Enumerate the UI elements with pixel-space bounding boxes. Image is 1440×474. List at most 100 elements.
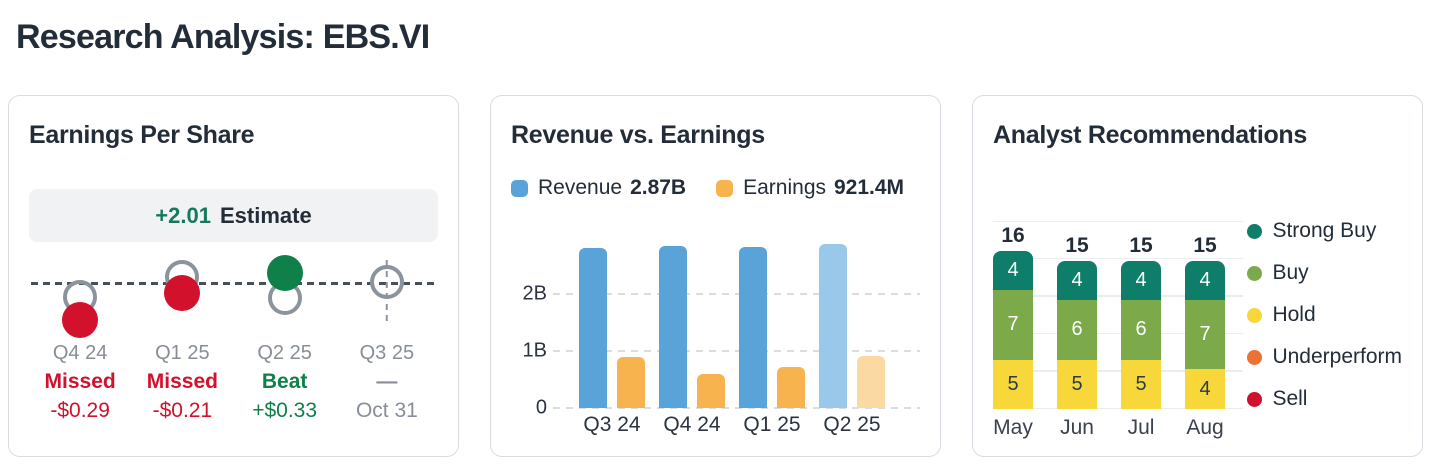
analyst-x-axis: May Jun Jul Aug — [993, 416, 1225, 440]
analyst-card: Analyst Recommendations 16 4 7 5 15 4 6 5 15 4 6 5 1… — [972, 95, 1423, 457]
analyst-segment-strong-buy[interactable]: 4 — [1185, 260, 1225, 301]
analyst-legend-item-underperform: Underperform — [1247, 345, 1402, 368]
analyst-gridline — [993, 220, 1243, 222]
eps-chart — [29, 242, 438, 340]
revenue-bar[interactable] — [659, 246, 687, 408]
legend-item-revenue: Revenue 2.87B — [511, 176, 686, 200]
earnings-bar[interactable] — [617, 357, 645, 408]
earnings-bar[interactable] — [697, 374, 725, 408]
revenue-y-tick: 0 — [535, 396, 547, 419]
analyst-gridlines — [993, 220, 1243, 409]
earnings-legend-label: Earnings — [743, 176, 826, 199]
eps-detail-label: +$0.33 — [252, 399, 318, 422]
eps-detail-label: -$0.21 — [152, 399, 213, 422]
earnings-legend-value: 921.4M — [834, 176, 905, 199]
eps-marker-group-q125 — [131, 242, 233, 340]
analyst-x-tick: May — [993, 416, 1033, 439]
analyst-segment-strong-buy[interactable]: 4 — [1121, 260, 1161, 301]
analyst-segment-hold[interactable]: 5 — [993, 359, 1033, 409]
eps-quarter-labels: Q1 25 Missed -$0.21 — [131, 342, 233, 423]
analyst-segment-strong-buy[interactable]: 4 — [993, 250, 1033, 291]
legend-dot-icon — [1247, 391, 1263, 407]
analyst-x-tick: Jul — [1127, 416, 1155, 439]
analyst-segment-hold[interactable]: 5 — [1121, 359, 1161, 409]
revenue-x-tick: Q4 24 — [663, 413, 721, 436]
analyst-total-label: 15 — [1193, 233, 1217, 257]
bar-group-q424 — [659, 246, 725, 408]
eps-estimate-value: +2.01 — [155, 202, 211, 228]
eps-estimate-pill: +2.01 Estimate — [29, 189, 438, 242]
analyst-segment-buy[interactable]: 7 — [1185, 300, 1225, 370]
eps-marker-group-q225 — [234, 242, 336, 340]
revenue-x-tick: Q1 25 — [743, 413, 801, 436]
analyst-segment-buy[interactable]: 7 — [993, 290, 1033, 360]
revenue-x-axis: Q3 24 Q4 24 Q1 25 Q2 25 — [553, 413, 920, 437]
eps-quarter-labels: Q3 25 — Oct 31 — [336, 342, 438, 423]
revenue-earnings-chart: 0 1B 2B Q3 24 Q4 24 Q1 25 Q2 25 — [511, 238, 920, 438]
eps-quarter-labels: Q4 24 Missed -$0.29 — [29, 342, 131, 423]
analyst-bar-group-aug: 15 4 7 4 — [1185, 234, 1225, 409]
analyst-total-label: 16 — [1001, 223, 1025, 247]
analyst-content: 16 4 7 5 15 4 6 5 15 4 6 5 15 4 7 4 May Jun Jul Aug Strong… — [993, 164, 1402, 444]
earnings-swatch — [716, 179, 734, 197]
revenue-x-tick: Q3 24 — [583, 413, 641, 436]
revenue-y-tick: 2B — [522, 282, 547, 305]
analyst-gridline — [993, 407, 1243, 409]
analyst-legend-label: Strong Buy — [1272, 219, 1377, 242]
analyst-gridline — [993, 295, 1243, 297]
analyst-legend-item-hold: Hold — [1247, 303, 1402, 326]
legend-dot-icon — [1247, 265, 1263, 281]
bar-group-q125 — [739, 247, 805, 408]
analyst-x-tick: Aug — [1186, 416, 1224, 439]
revenue-bar[interactable] — [579, 248, 607, 408]
eps-actual-dot[interactable] — [164, 275, 201, 311]
eps-quarter-labels: Q2 25 Beat +$0.33 — [234, 342, 336, 423]
analyst-legend-item-strong-buy: Strong Buy — [1247, 219, 1402, 242]
analyst-segment-hold[interactable]: 5 — [1057, 359, 1097, 409]
eps-quarter-label: Q1 25 — [155, 342, 210, 364]
earnings-bar[interactable] — [857, 356, 885, 408]
bar-group-q324 — [579, 248, 645, 408]
eps-quarter-label: Q2 25 — [257, 342, 312, 364]
analyst-gridline — [993, 332, 1243, 335]
eps-quarter-label: Q3 25 — [359, 342, 415, 364]
analyst-segment-buy[interactable]: 6 — [1121, 300, 1161, 360]
legend-dot-icon — [1247, 349, 1263, 365]
eps-card-title: Earnings Per Share — [29, 121, 255, 149]
revenue-bars — [553, 238, 920, 408]
analyst-segment-hold[interactable]: 4 — [1185, 369, 1225, 409]
analyst-bar-group-may: 16 4 7 5 — [993, 224, 1033, 409]
bar-group-q225 — [819, 244, 885, 408]
analyst-total-label: 15 — [1129, 233, 1153, 257]
eps-status-label: Missed — [146, 370, 218, 393]
eps-marker-group-q325 — [336, 242, 438, 340]
eps-actual-dot[interactable] — [266, 255, 303, 291]
revenue-swatch — [511, 179, 528, 197]
analyst-legend: Strong Buy Buy Hold Underperform Sell — [1247, 164, 1402, 444]
analyst-legend-item-buy: Buy — [1247, 261, 1402, 284]
analyst-legend-label: Hold — [1272, 303, 1316, 326]
eps-quarter-label: Q4 24 — [52, 342, 108, 364]
cards-row: Earnings Per Share +2.01 Estimate Q4 24 M… — [8, 95, 1423, 457]
eps-status-label: Beat — [261, 370, 308, 393]
analyst-gridline — [993, 257, 1243, 260]
revenue-bar[interactable] — [819, 244, 847, 408]
earnings-bar[interactable] — [777, 367, 805, 408]
eps-estimate-baseline — [31, 282, 436, 285]
eps-labels: Q4 24 Missed -$0.29 Q1 25 Missed -$0.21 Q2 25 B… — [29, 342, 438, 423]
revenue-card-title: Revenue vs. Earnings — [511, 121, 765, 149]
eps-marker-group-q424 — [29, 242, 131, 340]
revenue-x-tick: Q2 25 — [823, 413, 881, 436]
eps-actual-dot[interactable] — [62, 302, 99, 338]
eps-card: Earnings Per Share +2.01 Estimate Q4 24 M… — [8, 95, 459, 457]
revenue-earnings-legend: Revenue 2.87B Earnings 921.4M — [511, 176, 920, 200]
analyst-segment-strong-buy[interactable]: 4 — [1057, 260, 1097, 301]
revenue-bar[interactable] — [739, 247, 767, 408]
revenue-gridline — [553, 293, 920, 295]
eps-status-label: — — [376, 370, 398, 393]
eps-detail-label: Oct 31 — [355, 399, 418, 422]
analyst-segment-buy[interactable]: 6 — [1057, 300, 1097, 360]
